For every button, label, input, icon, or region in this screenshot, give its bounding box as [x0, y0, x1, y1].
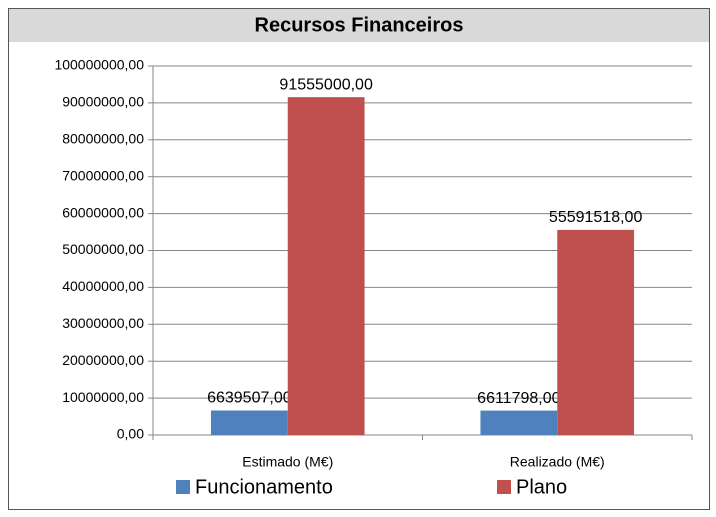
y-tick-label: 90000000,00 — [62, 94, 144, 110]
y-tick-label: 70000000,00 — [62, 167, 144, 183]
legend-swatch — [497, 480, 511, 494]
y-tick-label: 80000000,00 — [62, 131, 144, 147]
x-tick-label: Estimado (M€) — [242, 454, 333, 470]
y-tick-label: 10000000,00 — [62, 389, 144, 405]
y-tick-label: 100000000,00 — [54, 57, 144, 73]
legend-swatch — [176, 480, 190, 494]
value-label: 91555000,00 — [279, 76, 373, 93]
y-tick-label: 0,00 — [117, 426, 144, 442]
bar — [557, 229, 635, 435]
bar — [480, 410, 558, 435]
y-tick-label: 50000000,00 — [62, 241, 144, 257]
y-tick-label: 60000000,00 — [62, 204, 144, 220]
y-tick-label: 40000000,00 — [62, 278, 144, 294]
x-tick-label: Realizado (M€) — [510, 454, 605, 470]
title-band — [9, 9, 709, 42]
y-tick-label: 20000000,00 — [62, 352, 144, 368]
value-label: 55591518,00 — [549, 209, 643, 226]
bar — [287, 97, 365, 435]
y-tick-label: 30000000,00 — [62, 315, 144, 331]
legend-label: Plano — [516, 476, 567, 498]
value-label: 6611798,00 — [477, 390, 560, 407]
chart-title: Recursos Financeiros — [255, 14, 464, 36]
bar — [210, 410, 288, 435]
legend-label: Funcionamento — [195, 476, 333, 498]
value-label: 6639507,00 — [207, 390, 292, 407]
